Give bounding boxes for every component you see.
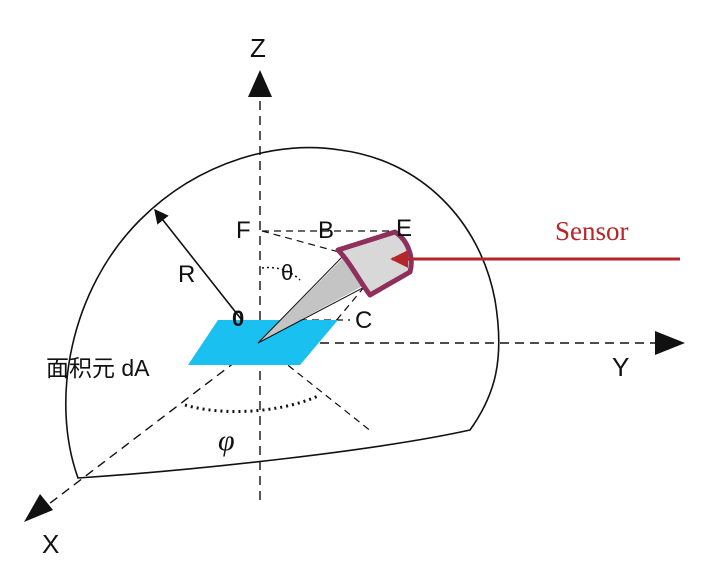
point-c-label: C xyxy=(355,307,372,334)
point-e-label: E xyxy=(396,215,412,242)
x-axis-arrowhead xyxy=(24,494,53,522)
point-f-label: F xyxy=(236,217,251,244)
x-axis-line xyxy=(44,342,261,508)
y-axis-label: Y xyxy=(612,352,629,382)
f-to-e-dashed-line xyxy=(261,230,351,256)
phi-label: φ xyxy=(218,424,235,457)
x-axis-label: X xyxy=(42,529,59,559)
sensor-frame xyxy=(335,229,414,298)
radius-label: R xyxy=(178,261,195,288)
area-element xyxy=(188,320,338,365)
y-axis-arrowhead xyxy=(655,331,685,355)
sensor-label: Sensor xyxy=(555,216,629,246)
theta-arc xyxy=(261,266,301,281)
z-axis-label: Z xyxy=(250,33,266,63)
cone-edge-upper xyxy=(257,252,347,344)
z-axis-arrowhead xyxy=(248,70,272,97)
theta-label: θ xyxy=(281,260,293,285)
point-b-label: B xyxy=(318,217,334,244)
phi-arc xyxy=(184,393,321,414)
hemisphere-outline xyxy=(65,146,500,479)
area-element-label: 面积元 dA xyxy=(46,355,150,381)
origin-label: 0 xyxy=(232,306,244,331)
